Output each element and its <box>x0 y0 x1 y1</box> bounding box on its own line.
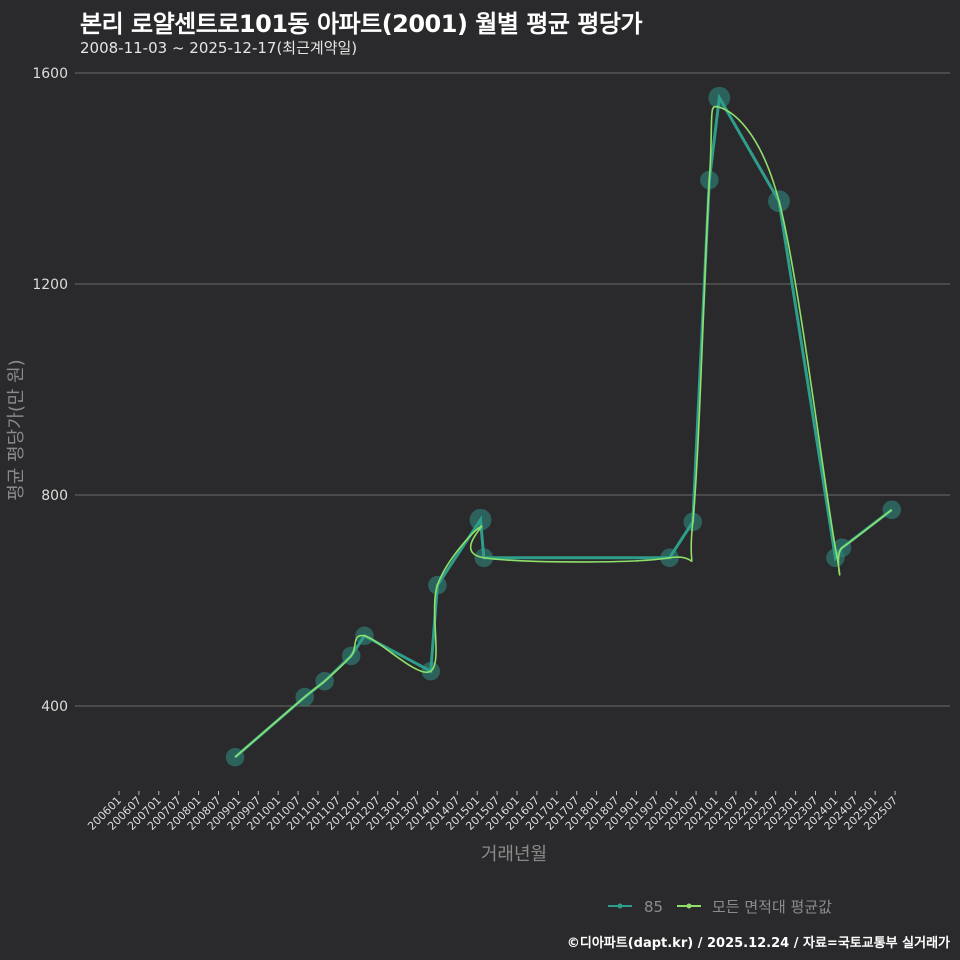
y-tick-label: 1600 <box>32 66 68 82</box>
gridlines <box>75 72 950 707</box>
data-points-85 <box>225 86 902 767</box>
y-axis-ticks: 400 800 1200 1600 <box>32 66 68 715</box>
legend-series-average: 모든 면적대 평균값 <box>712 898 832 916</box>
y-tick-label: 800 <box>41 488 68 504</box>
y-axis-title: 평균 평당가(만 원) <box>6 359 27 500</box>
legend: 85 모든 면적대 평균값 <box>608 898 832 916</box>
chart-subtitle: 2008-11-03 ~ 2025-12-17(최근계약일) <box>80 39 358 57</box>
chart-title: 본리 로얄센트로101동 아파트(2001) 월별 평균 평당가 <box>80 10 643 38</box>
x-axis-title: 거래년월 <box>481 844 547 865</box>
y-tick-label: 400 <box>41 699 68 715</box>
series-average-line <box>234 105 893 758</box>
footer-credit: ©디아파트(dapt.kr) / 2025.12.24 / 자료=국토교통부 실… <box>566 936 950 951</box>
x-axis-ticks: 2006012006072007012007072008012008072009… <box>85 791 900 833</box>
legend-series-85: 85 <box>644 898 663 916</box>
series-85-line <box>234 93 893 759</box>
y-tick-label: 1200 <box>32 277 68 293</box>
